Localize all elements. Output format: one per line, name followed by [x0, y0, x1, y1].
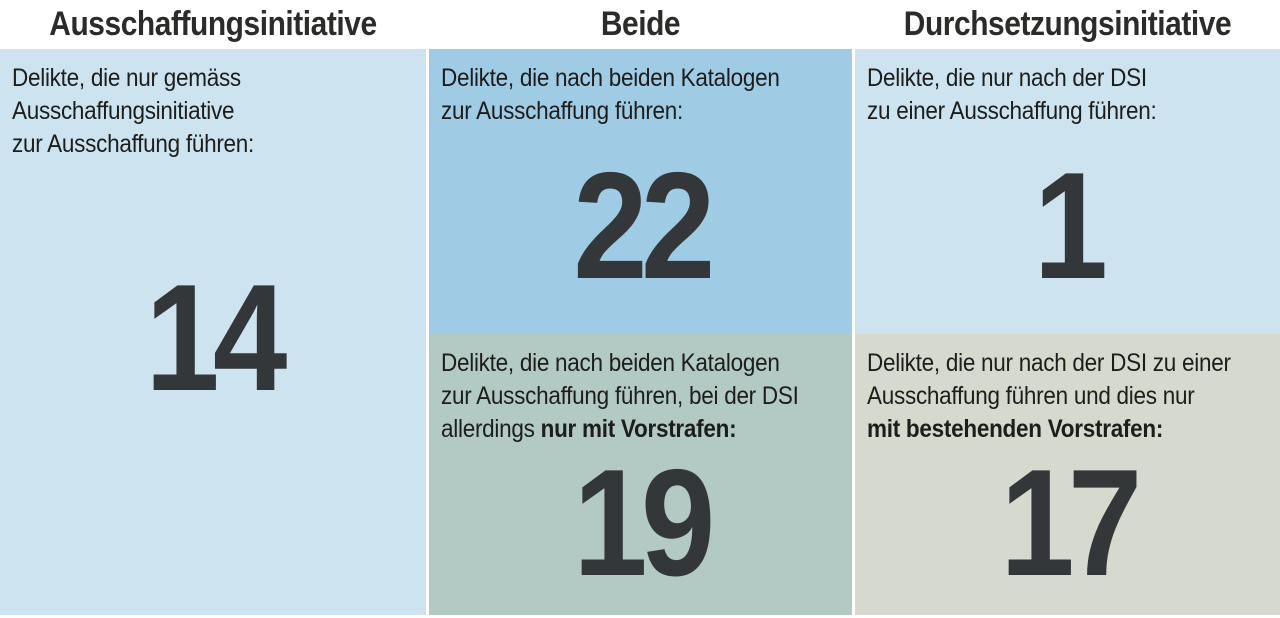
panel-only-dsi-with-priors: Delikte, die nur nach der DSI zu einer A… — [855, 334, 1280, 615]
cell-label-text: Delikte, die nur nach der DSI zu einer A… — [867, 64, 1157, 125]
number-area: 22 — [429, 128, 852, 334]
panel-both-catalogs: Delikte, die nach beiden Katalogen zur A… — [429, 49, 852, 334]
number-area: 19 — [429, 446, 852, 615]
cell-label-bold: nur mit Vorstrafen: — [540, 415, 737, 443]
number-area: 1 — [855, 128, 1280, 334]
big-number-14: 14 — [145, 253, 287, 423]
cell-label: Delikte, die nach beiden Katalogen zur A… — [429, 49, 852, 128]
big-number-1: 1 — [1033, 141, 1108, 311]
cell-label-text: Delikte, die nur nach der DSI zu einer A… — [867, 347, 1231, 446]
cell-label: Delikte, die nach beiden Katalogen zur A… — [429, 334, 852, 446]
panel-only-ausschaffungsinitiative: Delikte, die nur gemäss Ausschaffungsini… — [0, 49, 426, 615]
number-area: 14 — [0, 161, 426, 615]
big-number-22: 22 — [572, 141, 715, 311]
cell-label-text: Delikte, die nach beiden Katalogen zur A… — [441, 347, 799, 446]
column-header-durchsetzungsinitiative: Durchsetzungsinitiative — [903, 5, 1232, 43]
number-area: 17 — [855, 446, 1280, 615]
cell-label: Delikte, die nur nach der DSI zu einer A… — [855, 49, 1280, 128]
big-number-19: 19 — [572, 438, 715, 608]
cell-label-bold: mit bestehenden Vorstrafen: — [867, 415, 1164, 443]
column-header-beide: Beide — [600, 5, 681, 43]
big-number-17: 17 — [999, 438, 1142, 608]
cell-label-text: Delikte, die nach beiden Katalogen zur A… — [441, 64, 780, 125]
cell-label-text: Delikte, die nur gemäss Ausschaffungsini… — [12, 64, 255, 158]
column-header-ausschaffungsinitiative: Ausschaffungsinitiative — [49, 5, 377, 43]
panel-only-dsi: Delikte, die nur nach der DSI zu einer A… — [855, 49, 1280, 334]
cell-label: Delikte, die nur nach der DSI zu einer A… — [855, 334, 1280, 446]
cell-label: Delikte, die nur gemäss Ausschaffungsini… — [0, 49, 426, 161]
panel-both-catalogs-with-priors: Delikte, die nach beiden Katalogen zur A… — [429, 334, 852, 615]
cell-label-regular: Delikte, die nur nach der DSI zu einer A… — [867, 349, 1231, 410]
cell-label-regular: Delikte, die nach beiden Katalogen zur A… — [441, 349, 799, 443]
